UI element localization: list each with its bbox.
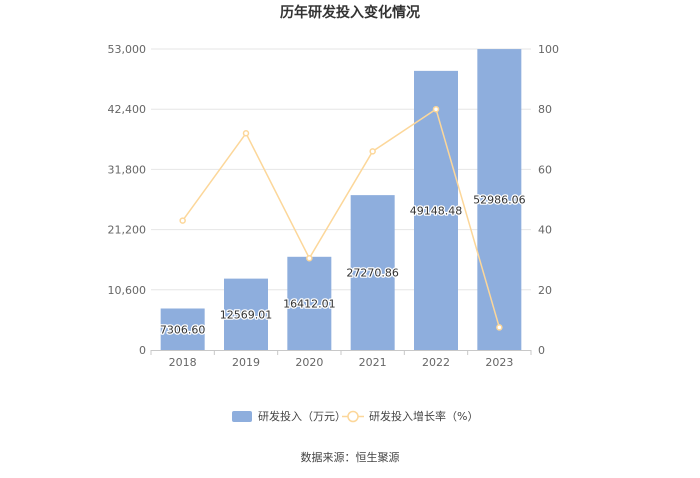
y-left-tick-label: 42,400 bbox=[108, 103, 147, 116]
line-point bbox=[306, 254, 313, 262]
legend-line-marker bbox=[347, 410, 359, 423]
bar-series bbox=[160, 49, 522, 351]
legend-line-label: 研发投入增长率（%） bbox=[369, 409, 478, 423]
bar-data-label: 16412.01 bbox=[283, 297, 336, 310]
y-axis-right: 0 20 40 60 80 100 bbox=[538, 43, 559, 357]
y-left-tick-label: 0 bbox=[139, 344, 146, 357]
bar bbox=[287, 256, 332, 350]
x-tick-label: 2019 bbox=[232, 356, 260, 369]
x-tick-label: 2018 bbox=[169, 356, 197, 369]
line-point bbox=[369, 148, 376, 155]
y-left-tick-label: 10,600 bbox=[108, 284, 147, 297]
legend-bar-label: 研发投入（万元） bbox=[258, 409, 346, 423]
y-right-tick-label: 80 bbox=[538, 103, 552, 116]
y-left-tick-label: 31,800 bbox=[108, 163, 147, 176]
line-point bbox=[179, 217, 186, 224]
chart-title: 历年研发投入变化情况 bbox=[280, 4, 420, 21]
bar-data-label: 49148.48 bbox=[410, 204, 463, 217]
legend-bar-swatch bbox=[232, 411, 252, 422]
bar bbox=[414, 70, 458, 351]
x-tick-label: 2020 bbox=[295, 356, 323, 369]
y-right-tick-label: 20 bbox=[538, 284, 552, 297]
bar-data-labels: 7306.60 12569.01 16412.01 27270.86 49148.48 5… bbox=[159, 192, 527, 337]
y-axis-left: 0 10,600 21,200 31,800 42,400 53,000 bbox=[108, 43, 147, 357]
x-axis: 2018 2019 2020 2021 2022 2023 bbox=[150, 350, 532, 369]
y-left-tick-label: 53,000 bbox=[108, 43, 147, 56]
y-right-tick-label: 100 bbox=[538, 43, 559, 56]
y-right-tick-label: 0 bbox=[538, 344, 545, 357]
bar bbox=[350, 195, 395, 350]
bar-data-label: 7306.60 bbox=[160, 323, 206, 336]
growth-line bbox=[182, 108, 501, 328]
bar bbox=[224, 278, 268, 350]
line-point bbox=[432, 105, 440, 113]
y-right-tick-label: 60 bbox=[538, 163, 552, 176]
bar-data-label: 52986.06 bbox=[473, 194, 526, 207]
bar-data-label: 12569.01 bbox=[220, 308, 273, 321]
line-point bbox=[242, 130, 250, 137]
grid-lines bbox=[151, 48, 531, 291]
y-left-tick-label: 21,200 bbox=[108, 224, 147, 237]
x-tick-label: 2021 bbox=[359, 356, 387, 369]
x-tick-label: 2022 bbox=[422, 356, 450, 369]
line-point bbox=[496, 324, 503, 331]
line-series bbox=[179, 105, 503, 331]
bar bbox=[160, 308, 205, 350]
bar bbox=[477, 49, 522, 351]
x-tick-label: 2023 bbox=[485, 356, 513, 369]
bar-data-label: 27270.86 bbox=[346, 267, 399, 280]
legend: 研发投入（万元） 研发投入增长率（%） bbox=[232, 409, 478, 423]
source-note: 数据来源：恒生聚源 bbox=[301, 450, 400, 464]
y-right-tick-label: 40 bbox=[538, 224, 552, 237]
